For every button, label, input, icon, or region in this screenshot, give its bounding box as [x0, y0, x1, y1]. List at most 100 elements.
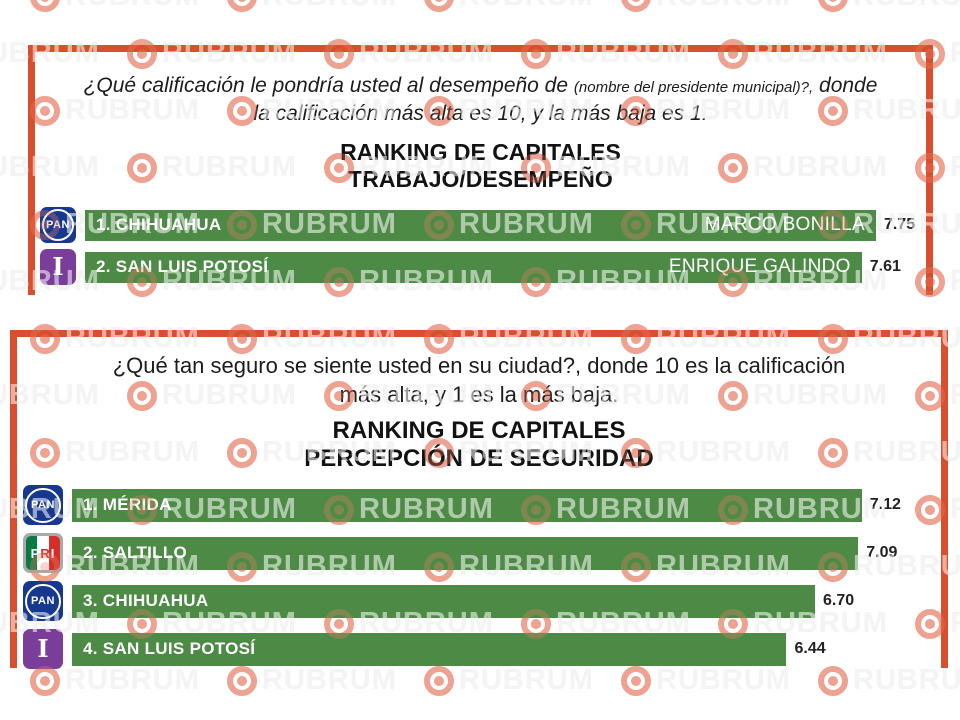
score-bar: 4. SAN LUIS POTOSÍ: [72, 632, 787, 666]
rubrum-watermark: RUBRUM: [818, 664, 960, 697]
rubrum-watermark: RUBRUM: [227, 0, 397, 13]
rubrum-watermark: RUBRUM: [424, 664, 594, 697]
rubrum-target-icon: [621, 665, 651, 696]
score-value: 7.09: [866, 544, 898, 562]
watermark-text: RUBRUM: [950, 37, 960, 70]
ranking-title-line1: RANKING DE CAPITALES: [332, 417, 626, 445]
rubrum-target-icon: [621, 0, 651, 12]
rubrum-watermark: RUBRUM: [227, 664, 397, 697]
mayor-name: MARCO BONILLA: [704, 214, 865, 236]
rubrum-watermark: RUBRUM: [818, 664, 960, 697]
rubrum-target-icon: [424, 0, 454, 12]
survey-question: ¿Qué calificación le pondría usted al de…: [76, 72, 886, 127]
question-smallprint: (nombre del presidente municipal)?,: [573, 79, 814, 96]
watermark-text: RUBRUM: [459, 0, 594, 13]
ranking-row: PAN 1. CHIHUAHUA MARCO BONILLA 7.75: [40, 207, 922, 244]
city-label: 1. CHIHUAHUA: [96, 215, 222, 235]
rubrum-watermark: RUBRUM: [227, 0, 397, 13]
watermark-text: RUBRUM: [853, 0, 960, 13]
ranking-row: I 2. SAN LUIS POTOSÍ ENRIQUE GALINDO 7.61: [40, 249, 922, 286]
watermark-text: RUBRUM: [459, 0, 594, 13]
rubrum-watermark: RUBRUM: [818, 0, 960, 13]
party-logo-pan-icon: PAN: [23, 581, 63, 622]
pan-circle-icon: PAN: [41, 209, 75, 242]
watermark-text: RUBRUM: [262, 664, 397, 696]
question-text: ¿Qué calificación le pondría usted al de…: [83, 74, 574, 97]
watermark-text: RUBRUM: [656, 0, 791, 13]
rubrum-target-icon: [621, 665, 651, 696]
rubrum-target-icon: [818, 0, 848, 12]
ranking-row: PAN 1. MÉRIDA 7.12: [23, 485, 937, 526]
rubrum-watermark: RUBRUM: [621, 664, 791, 697]
rubrum-target-icon: [30, 665, 60, 696]
rubrum-target-icon: [227, 665, 257, 696]
ranking-rows: PAN 1. MÉRIDA 7.12 P R I 2. SALTILLO 7.09 PAN 3. …: [17, 485, 941, 670]
city-label: 4. SAN LUIS POTOSÍ: [83, 639, 256, 659]
watermark-text: RUBRUM: [65, 664, 200, 696]
watermark-text: RUBRUM: [950, 265, 960, 298]
watermark-text: RUBRUM: [950, 37, 960, 70]
score-bar: 3. CHIHUAHUA: [72, 584, 816, 618]
watermark-text: RUBRUM: [950, 493, 960, 526]
rubrum-target-icon: [227, 0, 257, 12]
rubrum-watermark: RUBRUM: [30, 0, 200, 13]
question-text: ¿Qué tan seguro se siente usted en su ci…: [112, 353, 846, 408]
bar-track: 1. CHIHUAHUA MARCO BONILLA 7.75: [85, 209, 922, 241]
score-bar: 2. SALTILLO: [72, 536, 859, 570]
score-value: 6.44: [794, 640, 826, 658]
city-label: 2. SALTILLO: [83, 543, 188, 563]
rubrum-watermark: RUBRUM: [30, 0, 200, 13]
rubrum-target-icon: [30, 0, 60, 12]
watermark-text: RUBRUM: [459, 664, 594, 696]
rubrum-target-icon: [818, 0, 848, 12]
bar-track: 3. CHIHUAHUA 6.70: [72, 584, 937, 618]
rubrum-target-icon: [30, 665, 60, 696]
watermark-text: RUBRUM: [950, 607, 960, 640]
rubrum-watermark: RUBRUM: [621, 0, 791, 13]
rubrum-target-icon: [424, 665, 454, 696]
watermark-text: RUBRUM: [656, 0, 791, 13]
watermark-text: RUBRUM: [853, 0, 960, 13]
watermark-text: RUBRUM: [65, 0, 200, 13]
watermark-text: RUBRUM: [950, 151, 960, 184]
pan-circle-icon: PAN: [25, 583, 61, 619]
ranking-row: I 4. SAN LUIS POTOSÍ 6.44: [23, 629, 937, 670]
ranking-title: RANKING DE CAPITALES PERCEPCIÓN DE SEGUR…: [17, 417, 941, 473]
watermark-text: RUBRUM: [262, 664, 397, 696]
party-logo-pan-icon: PAN: [40, 207, 76, 244]
watermark-text: RUBRUM: [950, 151, 960, 184]
rubrum-target-icon: [621, 0, 651, 12]
rubrum-watermark: RUBRUM: [424, 0, 594, 13]
watermark-text: RUBRUM: [656, 664, 791, 696]
rubrum-target-icon: [30, 0, 60, 12]
rubrum-watermark: RUBRUM: [227, 664, 397, 697]
rubrum-target-icon: [424, 0, 454, 12]
ranking-title-line2: PERCEPCIÓN DE SEGURIDAD: [304, 444, 654, 472]
survey-question: ¿Qué tan seguro se siente usted en su ci…: [89, 351, 869, 409]
rubrum-target-icon: [227, 665, 257, 696]
ranking-row: P R I 2. SALTILLO 7.09: [23, 533, 937, 574]
panel-percepcion-seguridad: ¿Qué tan seguro se siente usted en su ci…: [10, 330, 948, 670]
ranking-rows: PAN 1. CHIHUAHUA MARCO BONILLA 7.75 I 2. SAN …: [35, 207, 926, 286]
watermark-text: RUBRUM: [262, 0, 397, 13]
rubrum-watermark: RUBRUM: [424, 0, 594, 13]
score-value: 7.75: [883, 216, 916, 234]
ranking-row: PAN 3. CHIHUAHUA 6.70: [23, 581, 937, 622]
bar-track: 4. SAN LUIS POTOSÍ 6.44: [72, 632, 937, 666]
rubrum-watermark: RUBRUM: [621, 664, 791, 697]
score-value: 7.12: [869, 496, 901, 514]
watermark-text: RUBRUM: [853, 664, 960, 696]
rubrum-target-icon: [227, 0, 257, 12]
score-value: 7.61: [869, 258, 901, 276]
score-value: 6.70: [823, 592, 855, 610]
watermark-text: RUBRUM: [950, 379, 960, 412]
rubrum-watermark: RUBRUM: [818, 0, 960, 13]
rubrum-watermark: RUBRUM: [621, 0, 791, 13]
watermark-text: RUBRUM: [853, 664, 960, 696]
score-bar: 1. MÉRIDA: [72, 488, 862, 522]
pan-circle-icon: PAN: [25, 487, 61, 523]
party-logo-independent-icon: I: [23, 629, 63, 670]
city-label: 3. CHIHUAHUA: [83, 591, 209, 611]
score-bar: 1. CHIHUAHUA MARCO BONILLA: [85, 209, 876, 241]
